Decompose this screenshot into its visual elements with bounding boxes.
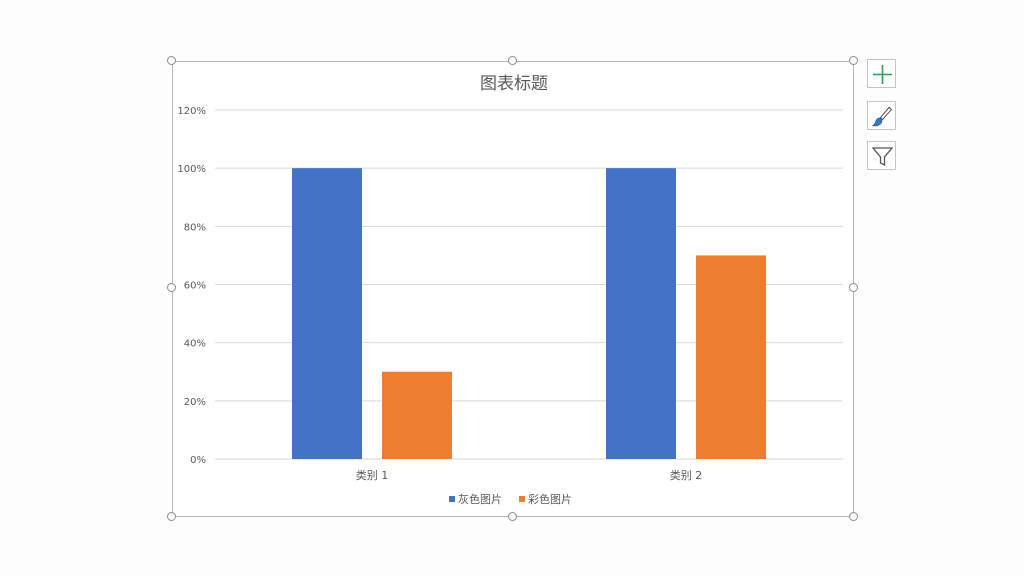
chart-styles-button[interactable]: [867, 101, 896, 130]
y-tick-label: 20%: [184, 397, 206, 408]
bar-gray-image-1[interactable]: [292, 168, 362, 459]
legend-label: 彩色图片: [528, 492, 572, 506]
resize-handle-middle-right[interactable]: [849, 283, 858, 292]
resize-handle-bottom-right[interactable]: [849, 512, 858, 521]
chart-title[interactable]: 图表标题: [480, 74, 548, 94]
resize-handle-middle-left[interactable]: [167, 283, 176, 292]
legend[interactable]: 灰色图片 彩色图片: [449, 492, 572, 506]
resize-handle-top-middle[interactable]: [508, 56, 517, 65]
chart-frame[interactable]: 0% 20% 40% 60% 80% 100% 120% 类别 1 类别 2 图表标题 灰色图…: [172, 61, 854, 517]
legend-swatch: [519, 496, 525, 502]
bar-chart: 0% 20% 40% 60% 80% 100% 120% 类别 1 类别 2 图表标题 灰色图…: [177, 74, 843, 506]
bar-color-image-1[interactable]: [382, 371, 452, 459]
x-tick-label: 类别 2: [670, 468, 703, 482]
funnel-icon: [871, 147, 894, 167]
x-axis-tick-labels: 类别 1 类别 2: [356, 468, 703, 482]
bar-gray-image-2[interactable]: [606, 168, 676, 459]
resize-handle-top-left[interactable]: [167, 56, 176, 65]
y-tick-label: 0%: [190, 455, 206, 466]
y-tick-label: 80%: [184, 222, 206, 233]
y-tick-label: 40%: [184, 339, 206, 350]
resize-handle-top-right[interactable]: [849, 56, 858, 65]
chart-filters-button[interactable]: [867, 141, 896, 170]
y-tick-label: 120%: [177, 106, 206, 117]
y-tick-label: 100%: [177, 164, 206, 175]
x-tick-label: 类别 1: [356, 468, 389, 482]
y-tick-label: 60%: [184, 281, 206, 292]
plus-icon: [873, 65, 892, 84]
bars: [292, 168, 766, 459]
legend-swatch: [449, 496, 455, 502]
resize-handle-bottom-middle[interactable]: [508, 512, 517, 521]
resize-handle-bottom-left[interactable]: [167, 512, 176, 521]
chart-elements-button[interactable]: [867, 59, 896, 88]
paintbrush-icon: [871, 106, 893, 127]
bar-color-image-2[interactable]: [696, 255, 766, 459]
y-axis-tick-labels: 0% 20% 40% 60% 80% 100% 120%: [177, 106, 206, 466]
legend-label: 灰色图片: [458, 492, 502, 506]
